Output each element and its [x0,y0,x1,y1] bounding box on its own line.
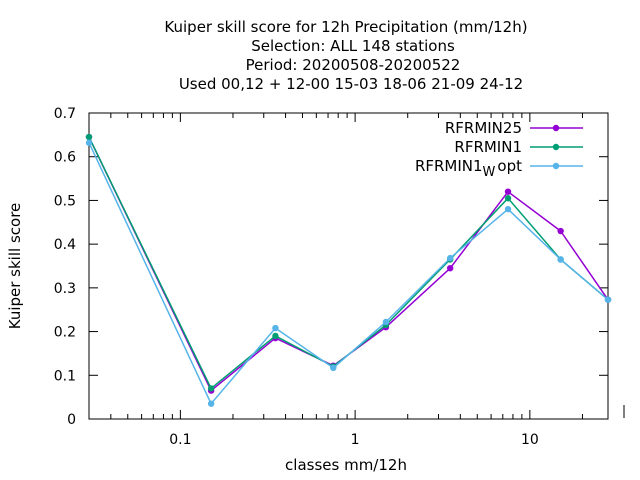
y-tick-label: 0.1 [54,368,76,384]
y-tick-label: 0.2 [54,325,76,341]
legend: RFRMIN25 RFRMIN1 RFRMIN1W opt [415,119,583,180]
series-layer [85,133,612,407]
legend-label-subscript: W [483,165,496,180]
legend-entry-rfrmin1w-opt: RFRMIN1W opt [415,157,583,180]
series-line [88,136,609,390]
y-tick-label: 0 [67,412,76,428]
data-point [207,400,215,407]
data-point [207,385,215,392]
data-point [382,318,390,326]
x-tick-label: 0.1 [169,432,191,448]
legend-label-main: RFRMIN1 [415,157,483,175]
data-point [446,264,454,272]
data-point [604,296,612,303]
legend-label-main: RFRMIN1 [454,138,522,156]
data-point [504,195,512,202]
legend-label-rfrmin1w-opt: RFRMIN1W opt [415,157,522,180]
legend-entry-rfrmin1: RFRMIN1 [454,138,583,156]
series-1 [85,133,612,392]
plot-frame [88,112,609,420]
data-point [557,256,564,263]
y-tick-label: 0.7 [54,106,76,122]
title-line-2: Selection: ALL 148 stations [251,37,455,55]
data-point [504,205,512,213]
y-tick-label: 0.3 [54,281,76,297]
x-tick-label: 1 [351,432,360,448]
y-tick-label: 0.5 [54,193,76,209]
x-tick-label: 10 [521,432,539,448]
y-tick-label: 0.4 [54,237,76,253]
series-line [88,142,609,405]
y-axis-ticks: 0 0.1 0.2 0.3 0.4 0.5 0.6 0.7 [54,106,608,428]
y-tick-label: 0.6 [54,150,76,166]
title-line-4: Used 00,12 + 12-00 15-03 18-06 21-09 24-… [179,75,523,93]
series-2 [85,139,612,407]
data-point [446,254,454,262]
x-minor-ticks [110,113,583,419]
title-line-1: Kuiper skill score for 12h Precipitation… [164,18,527,36]
data-point [330,364,337,372]
y-axis-label: Kuiper skill score [6,203,24,330]
legend-label-tail: opt [497,157,522,175]
legend-label-main: RFRMIN25 [445,119,522,137]
chart-title: Kuiper skill score for 12h Precipitation… [164,18,527,93]
data-point [272,324,279,332]
legend-label-rfrmin1: RFRMIN1 [454,138,522,156]
legend-marker-rfrmin1w-opt [552,162,560,170]
data-point [272,332,279,340]
data-point [504,188,512,195]
data-point [85,133,93,141]
title-line-3: Period: 20200508-20200522 [246,56,461,74]
legend-entry-rfrmin25: RFRMIN25 [445,119,583,137]
legend-label-rfrmin25: RFRMIN25 [445,119,522,137]
legend-marker-rfrmin25 [552,124,560,132]
data-point [85,139,93,146]
data-point [557,227,564,235]
legend-marker-rfrmin1 [552,143,560,151]
x-axis-label: classes mm/12h [285,456,407,474]
x-axis-ticks: 0.1 1 10 [169,113,539,448]
series-line [88,136,609,392]
